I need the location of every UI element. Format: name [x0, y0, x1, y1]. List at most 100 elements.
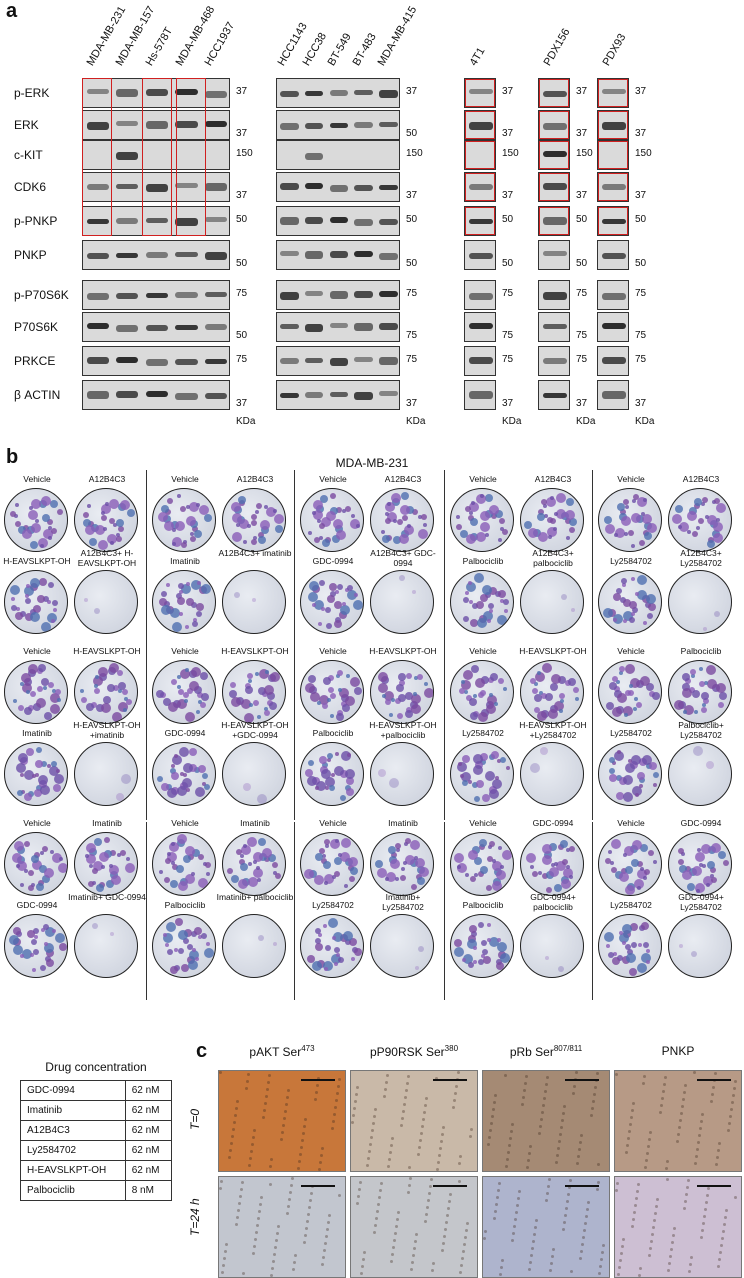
colony	[464, 591, 469, 596]
blot-band	[354, 291, 373, 298]
ihc-cell	[576, 1162, 579, 1165]
ihc-cell	[453, 1099, 456, 1102]
colony	[16, 763, 27, 774]
ihc-cell	[264, 1102, 267, 1105]
colony	[474, 857, 483, 866]
colony	[240, 699, 251, 710]
colony	[469, 925, 478, 934]
colony	[631, 498, 636, 503]
colony	[398, 575, 405, 582]
colony	[706, 882, 711, 887]
ihc-cell	[552, 1248, 555, 1251]
colony	[706, 514, 717, 525]
ihc-cell	[631, 1225, 634, 1228]
colony	[505, 766, 510, 771]
colony	[403, 525, 414, 536]
colony	[702, 875, 713, 886]
colony	[335, 674, 340, 679]
ihc-cell	[259, 1203, 262, 1206]
kda-marker: 50	[576, 214, 588, 225]
blot-strip	[276, 78, 400, 108]
ihc-cell	[539, 1125, 542, 1128]
colony	[337, 853, 342, 858]
blot-band	[145, 359, 168, 366]
highlight-box	[176, 78, 206, 236]
colony	[122, 688, 129, 695]
ihc-cell	[247, 1073, 250, 1076]
colony	[471, 930, 478, 937]
colony-dish	[300, 660, 364, 724]
blot-band	[354, 357, 373, 362]
colony-dish	[4, 660, 68, 724]
ihc-cell	[470, 1128, 473, 1131]
blot-strip	[276, 172, 400, 202]
colony	[325, 844, 330, 849]
colony	[28, 505, 33, 510]
colony	[682, 688, 693, 699]
ihc-cell	[358, 1188, 361, 1191]
colony	[48, 525, 53, 530]
colony	[168, 842, 179, 853]
colony	[487, 844, 492, 849]
ihc-cell	[587, 1201, 590, 1204]
ihc-cell	[404, 1096, 407, 1099]
colony	[469, 510, 474, 515]
colony	[36, 746, 43, 753]
colony	[346, 776, 355, 785]
colony	[89, 863, 94, 868]
colony	[181, 583, 192, 594]
colony	[40, 495, 51, 506]
blot-band	[175, 292, 198, 298]
colony	[469, 599, 474, 604]
colony	[423, 681, 428, 686]
ihc-cell	[579, 1257, 582, 1260]
ihc-cell	[676, 1140, 679, 1143]
colony	[623, 499, 630, 506]
colony	[195, 502, 200, 507]
ihc-cell	[270, 1274, 273, 1277]
colony	[95, 525, 106, 536]
colony	[46, 612, 57, 623]
colony	[188, 748, 197, 757]
dish-label: A12B4C3	[384, 474, 422, 484]
blot-band	[379, 185, 398, 190]
ihc-cell	[729, 1115, 732, 1118]
blot-band	[279, 91, 299, 97]
colony	[686, 882, 695, 891]
ihc-cell	[375, 1217, 378, 1220]
kda-marker: 37	[502, 190, 514, 201]
colony	[569, 527, 576, 534]
blot-band	[542, 324, 567, 329]
kda-marker: 150	[406, 148, 423, 159]
colony	[308, 674, 317, 683]
highlight-box	[82, 78, 112, 236]
colony	[182, 777, 193, 788]
colony	[495, 870, 506, 881]
colony	[550, 674, 561, 685]
colony	[647, 612, 654, 619]
blot-band	[145, 89, 168, 96]
colony	[191, 601, 198, 608]
dish-label: GDC-0994	[532, 818, 574, 828]
colony	[160, 783, 169, 792]
lane-label: PDX93	[600, 31, 629, 68]
colony	[549, 842, 558, 851]
colony	[499, 865, 504, 870]
colony	[330, 953, 341, 964]
colony	[58, 856, 63, 861]
kda-marker: 37	[576, 128, 588, 139]
ihc-cell	[269, 1183, 272, 1186]
panel-c-letter: c	[196, 1040, 208, 1062]
colony	[538, 508, 545, 515]
colony	[673, 699, 684, 710]
dish-label: Imatinib	[388, 818, 418, 828]
colony	[174, 948, 179, 953]
colony	[696, 526, 701, 531]
colony	[192, 620, 199, 627]
colony	[478, 959, 485, 966]
colony	[313, 875, 324, 886]
colony	[462, 958, 467, 963]
highlight-box	[465, 207, 495, 235]
colony	[693, 745, 704, 756]
ihc-cell	[351, 1121, 354, 1124]
